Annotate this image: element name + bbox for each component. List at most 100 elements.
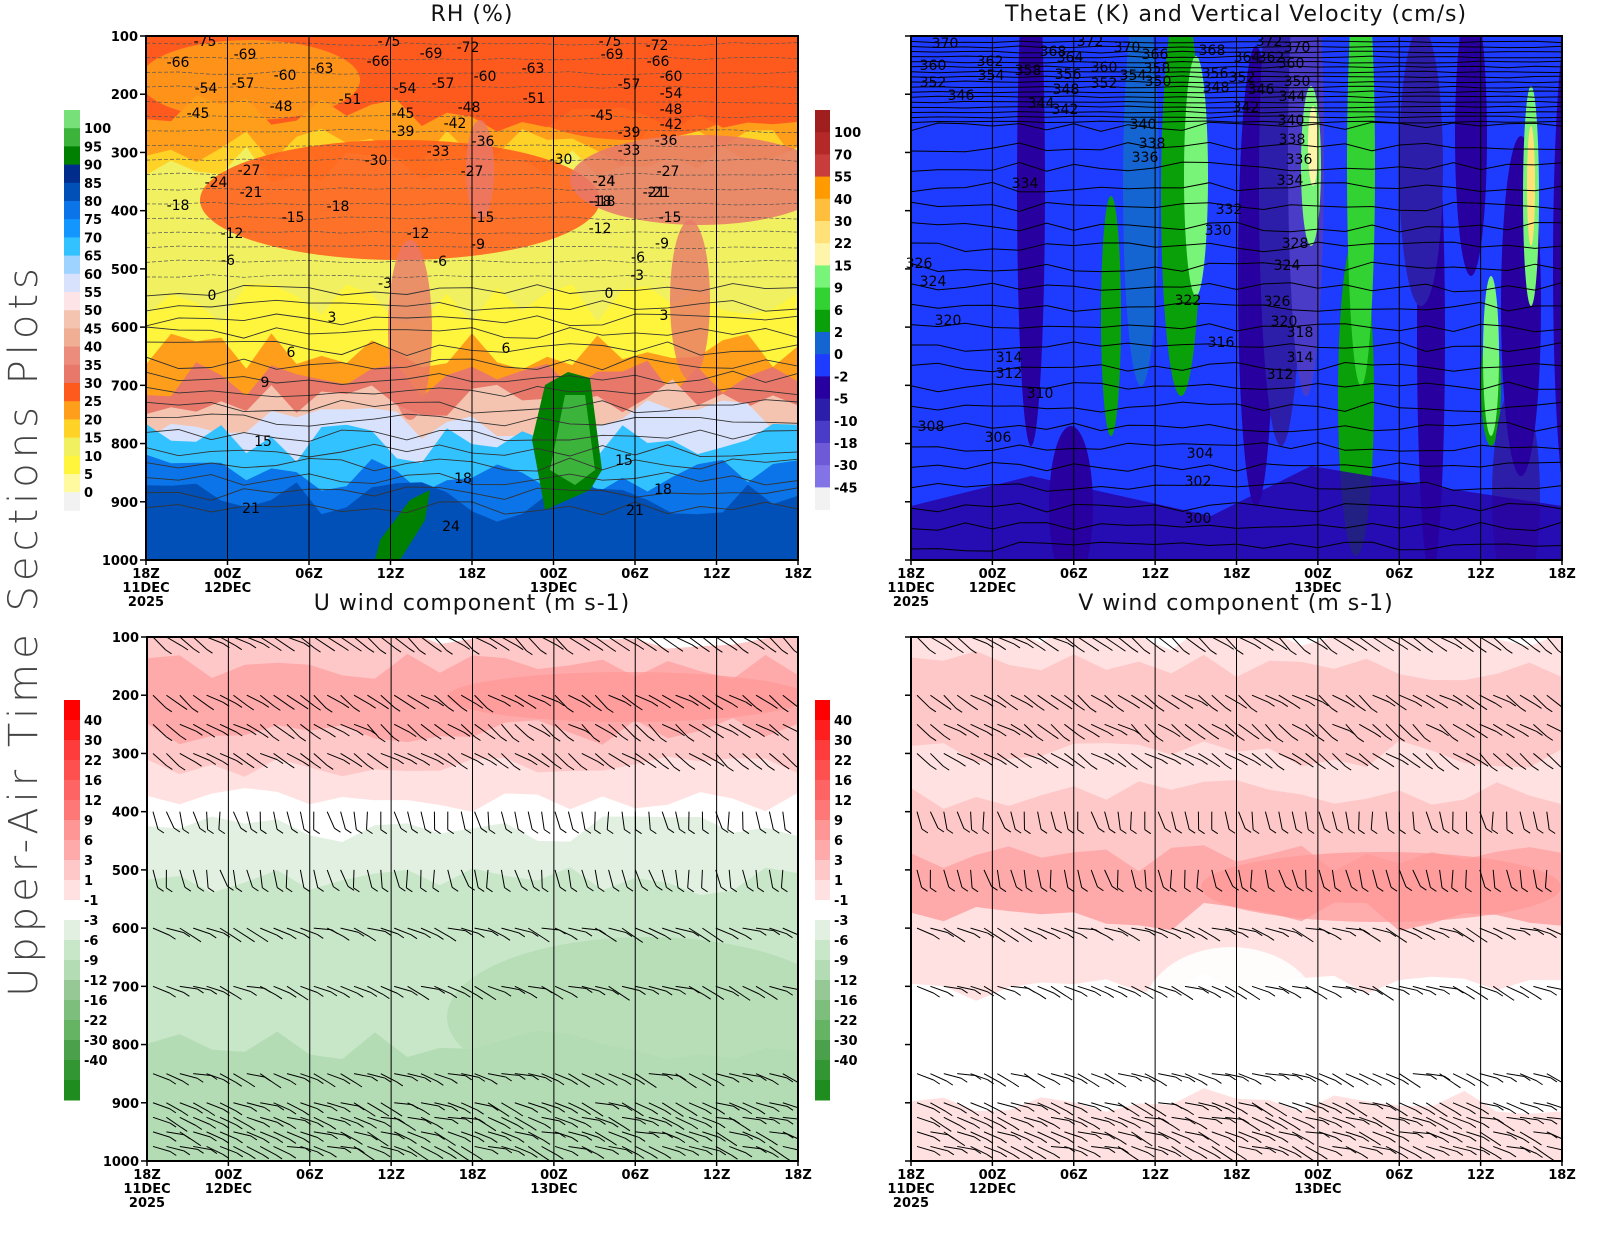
wind-barb-feather — [1443, 989, 1451, 995]
y-tick-label: 200 — [112, 689, 139, 704]
wind-barb-feather — [1563, 935, 1569, 939]
rh-plume — [466, 120, 494, 220]
wind-barb-feather — [1362, 1080, 1369, 1086]
colorbar-swatch — [64, 219, 80, 238]
wind-barb — [1332, 1145, 1351, 1150]
wind-barb-feather — [1252, 734, 1260, 740]
colorbar-label: 65 — [84, 250, 102, 265]
wind-barb-feather — [1387, 762, 1395, 768]
contour-label: 370 — [1284, 40, 1311, 56]
wind-barb — [782, 1073, 798, 1084]
wind-barb — [1318, 985, 1336, 995]
wind-barb-feather — [1429, 990, 1437, 996]
wind-barb-feather — [1331, 765, 1339, 771]
wind-barb-feather — [299, 736, 306, 742]
wind-barb-feather — [1106, 935, 1114, 941]
wind-barb-feather — [531, 1153, 538, 1158]
wind-barb-feather — [1509, 1109, 1517, 1115]
wind-barb — [970, 1145, 987, 1155]
wind-barb — [1064, 723, 1080, 736]
contour-label: 348 — [1053, 82, 1080, 98]
y-tick-label: 300 — [112, 747, 139, 762]
wind-barb-feather — [937, 827, 945, 833]
wind-barb — [581, 985, 600, 992]
wind-barb — [1291, 1131, 1309, 1141]
wind-barb-feather — [409, 732, 417, 738]
wind-barb-feather — [1121, 1122, 1128, 1128]
wind-barb — [728, 1116, 745, 1128]
wind-barb — [340, 985, 358, 994]
wind-barb — [1224, 1102, 1242, 1111]
wind-barb — [1117, 637, 1133, 649]
wind-barb — [1506, 753, 1521, 766]
wind-barb — [1265, 694, 1283, 704]
colorbar-swatch — [64, 419, 80, 439]
wind-barb — [1050, 811, 1057, 830]
wind-barb-feather — [473, 649, 480, 655]
wind-barb — [1131, 1102, 1148, 1113]
wind-barb-feather — [1228, 1137, 1236, 1143]
wind-barb-feather — [432, 887, 440, 893]
wind-barb-feather — [1401, 1111, 1408, 1117]
wind-barb-feather — [1375, 1080, 1382, 1086]
wind-barb — [1023, 694, 1039, 707]
wind-barb — [661, 811, 669, 829]
wind-barb-feather — [183, 932, 191, 938]
wind-barb-feather — [566, 649, 574, 655]
x-tick-label: 06Z — [621, 567, 649, 582]
wind-barb-feather — [930, 765, 937, 770]
wind-barb — [769, 1116, 788, 1121]
wind-barb — [608, 753, 625, 764]
wind-barb-feather — [1202, 1105, 1209, 1111]
wind-barb-feather — [477, 760, 484, 766]
wind-barb — [152, 1145, 171, 1152]
wind-barb — [1399, 985, 1418, 991]
wind-barb — [434, 637, 447, 651]
wind-barb-feather — [250, 828, 258, 834]
wind-barb — [608, 869, 614, 888]
wind-barb-feather — [356, 992, 364, 998]
wind-barb — [1144, 1073, 1162, 1083]
wind-barb-feather — [489, 1126, 497, 1132]
wind-barb — [1037, 1131, 1055, 1140]
wind-barb-feather — [502, 1112, 510, 1117]
wind-barb — [728, 927, 746, 937]
wind-barb — [393, 723, 411, 734]
wind-barb — [1050, 753, 1068, 763]
wind-barb — [1104, 927, 1123, 933]
wind-barb-feather — [1496, 991, 1504, 997]
wind-barb — [1037, 637, 1053, 648]
contour-label: 358 — [1015, 63, 1042, 79]
wind-barb-feather — [210, 1149, 218, 1155]
wind-barb-feather — [1442, 1138, 1450, 1144]
wind-barb — [1519, 1073, 1537, 1082]
wind-barb-feather — [1052, 704, 1059, 710]
wind-barb-feather — [637, 645, 645, 650]
wind-barb — [1010, 1116, 1028, 1124]
wind-barb — [527, 1131, 545, 1141]
wind-barb-feather — [1456, 1151, 1464, 1156]
wind-barb-feather — [558, 1120, 566, 1126]
omega-plume — [1582, 46, 1600, 406]
wind-barb-feather — [406, 887, 413, 893]
wind-barb-feather — [384, 1122, 391, 1128]
wind-barb-feather — [1081, 1137, 1088, 1142]
wind-barb-feather — [303, 887, 311, 892]
wind-barb-feather — [480, 828, 488, 833]
contour-label: -51 — [339, 92, 362, 108]
wind-barb-feather — [1053, 934, 1061, 940]
wind-barb-feather — [1360, 1111, 1368, 1117]
wind-barb-feather — [1430, 1074, 1437, 1080]
wind-barb — [1439, 1131, 1457, 1139]
wind-barb — [447, 1131, 465, 1139]
wind-barb-feather — [1078, 705, 1085, 711]
wind-barb — [420, 1116, 438, 1126]
wind-barb — [1198, 694, 1213, 708]
colorbar-label: -16 — [84, 994, 108, 1009]
wind-barb-feather — [1349, 1148, 1357, 1154]
wind-barb — [367, 1131, 383, 1143]
wind-barb-feather — [1156, 736, 1164, 742]
wind-barb — [1305, 753, 1320, 766]
wind-barb — [702, 637, 717, 649]
wind-barb — [675, 811, 680, 830]
